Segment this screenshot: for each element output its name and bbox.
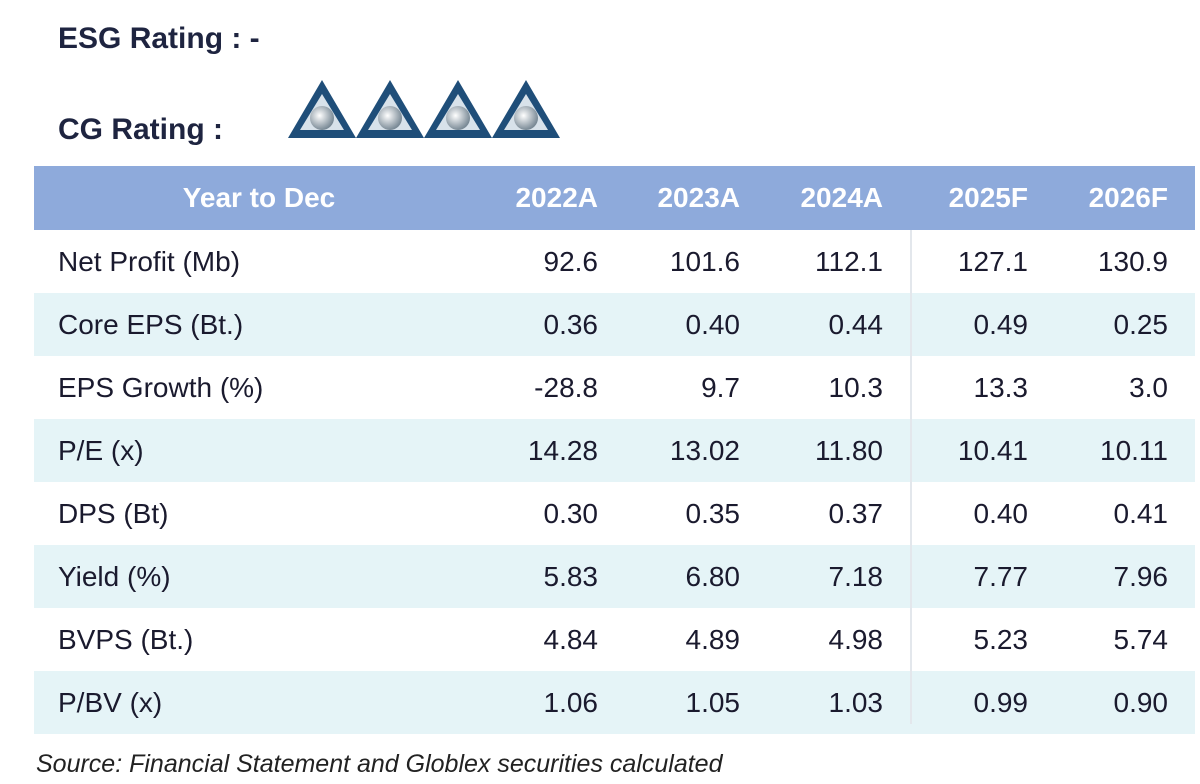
value-cell: 0.30 (543, 498, 599, 529)
header-cell: Year to Dec (182, 182, 336, 213)
value-cell: 14.28 (527, 435, 598, 466)
row-label: P/E (x) (58, 435, 144, 466)
row-label: P/BV (x) (58, 687, 163, 718)
value-cell: 4.84 (543, 624, 599, 655)
header-cell: 2025F (948, 182, 1028, 213)
value-cell: 92.6 (543, 246, 599, 277)
value-cell: 112.1 (815, 246, 883, 277)
value-cell: 7.18 (828, 561, 884, 592)
value-cell: 0.40 (973, 498, 1029, 529)
cg-icon (424, 80, 492, 138)
header-cell: 2026F (1088, 182, 1168, 213)
value-cell: 10.3 (828, 372, 884, 403)
cg-rating: CG Rating : (58, 113, 223, 146)
row-label: BVPS (Bt.) (58, 624, 194, 655)
value-cell: 1.03 (828, 687, 884, 718)
value-cell: 0.35 (685, 498, 741, 529)
table-row (34, 482, 1195, 545)
header-cell: 2023A (657, 182, 740, 213)
value-cell: 0.90 (1113, 687, 1169, 718)
value-cell: 5.83 (543, 561, 599, 592)
value-cell: 127.1 (957, 246, 1028, 277)
value-cell: 7.96 (1113, 561, 1169, 592)
value-cell: 130.9 (1097, 246, 1168, 277)
value-cell: -28.8 (534, 372, 598, 403)
value-cell: 3.0 (1129, 372, 1168, 403)
value-cell: 4.89 (685, 624, 741, 655)
value-cell: 0.99 (973, 687, 1029, 718)
value-cell: 0.49 (973, 309, 1029, 340)
row-label: Yield (%) (58, 561, 171, 592)
value-cell: 0.41 (1113, 498, 1169, 529)
value-cell: 13.02 (669, 435, 740, 466)
value-cell: 1.06 (543, 687, 599, 718)
table-row (34, 356, 1195, 419)
column-divider (910, 230, 912, 724)
table-row (34, 419, 1195, 482)
table-row (34, 671, 1195, 734)
table-row (34, 545, 1195, 608)
value-cell: 6.80 (685, 561, 741, 592)
table-row (34, 230, 1195, 293)
table: Year to Dec 2022A 2023A 2024A 2025F 2026F Net … (34, 166, 1195, 741)
cg-icon (492, 80, 560, 138)
cg-icon (356, 80, 424, 138)
cg-icons (288, 80, 560, 138)
value-cell: 0.36 (543, 309, 599, 340)
value-cell: 7.77 (973, 561, 1029, 592)
value-cell: 0.44 (828, 309, 884, 340)
value-cell: 5.23 (973, 624, 1029, 655)
value-cell: 4.98 (828, 624, 884, 655)
value-cell: 1.05 (685, 687, 741, 718)
row-label: Net Profit (Mb) (58, 246, 241, 277)
cg-icon (288, 80, 356, 138)
row-label: EPS Growth (%) (58, 372, 264, 403)
header-cell: 2022A (515, 182, 598, 213)
value-cell: 10.41 (957, 435, 1028, 466)
value-cell: 0.25 (1113, 309, 1169, 340)
value-cell: 101.6 (669, 246, 740, 277)
value-cell: 13.3 (973, 372, 1029, 403)
header-cell: 2024A (800, 182, 883, 213)
value-cell: 11.80 (815, 435, 883, 466)
table-row (34, 293, 1195, 356)
value-cell: 5.74 (1113, 624, 1169, 655)
row-label: Core EPS (Bt.) (58, 309, 244, 340)
source-note: Source: Financial Statement and Globlex … (36, 750, 723, 778)
value-cell: 0.40 (685, 309, 741, 340)
esg-rating: ESG Rating : - (58, 22, 260, 55)
table-row (34, 608, 1195, 671)
value-cell: 10.11 (1100, 435, 1168, 466)
header-row (34, 166, 1195, 230)
value-cell: 9.7 (701, 372, 740, 403)
value-cell: 0.37 (828, 498, 884, 529)
row-label: DPS (Bt) (58, 498, 169, 529)
